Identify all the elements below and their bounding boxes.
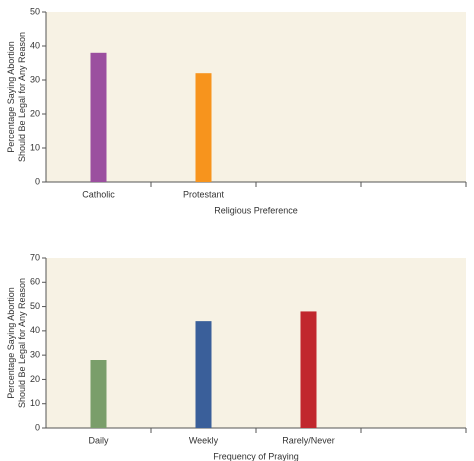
x-tick-label: Daily — [88, 435, 109, 445]
y-axis-title: Percentage Saying AbortionShould Be Lega… — [6, 32, 27, 162]
x-axis-title: Religious Preference — [214, 205, 298, 215]
y-tick-label: 50 — [30, 6, 40, 16]
plot-background — [46, 12, 466, 182]
y-axis-title-line: Percentage Saying Abortion — [6, 287, 16, 399]
x-tick-label: Protestant — [183, 189, 225, 199]
y-tick-label: 70 — [30, 252, 40, 262]
y-axis-title-line: Should Be Legal for Any Reason — [17, 278, 27, 408]
y-axis-title-line: Should Be Legal for Any Reason — [17, 32, 27, 162]
y-tick-label: 60 — [30, 277, 40, 287]
bar — [90, 52, 107, 182]
plot-background — [46, 258, 466, 428]
y-tick-label: 10 — [30, 398, 40, 408]
y-tick-label: 40 — [30, 40, 40, 50]
bar — [300, 311, 317, 428]
bar — [195, 73, 212, 182]
y-tick-label: 40 — [30, 325, 40, 335]
y-tick-label: 20 — [30, 108, 40, 118]
y-tick-label: 0 — [35, 176, 40, 186]
x-axis-title: Frequency of Praying — [213, 451, 299, 461]
y-tick-label: 10 — [30, 142, 40, 152]
x-tick-label: Rarely/Never — [282, 435, 335, 445]
bar — [90, 360, 107, 428]
y-tick-label: 30 — [30, 350, 40, 360]
x-tick-label: Weekly — [189, 435, 219, 445]
y-axis-title: Percentage Saying AbortionShould Be Lega… — [6, 278, 27, 408]
y-tick-label: 30 — [30, 74, 40, 84]
y-tick-label: 20 — [30, 374, 40, 384]
x-tick-label: Catholic — [82, 189, 115, 199]
y-tick-label: 0 — [35, 422, 40, 432]
y-axis-title-line: Percentage Saying Abortion — [6, 41, 16, 153]
bar — [195, 321, 212, 428]
y-tick-label: 50 — [30, 301, 40, 311]
